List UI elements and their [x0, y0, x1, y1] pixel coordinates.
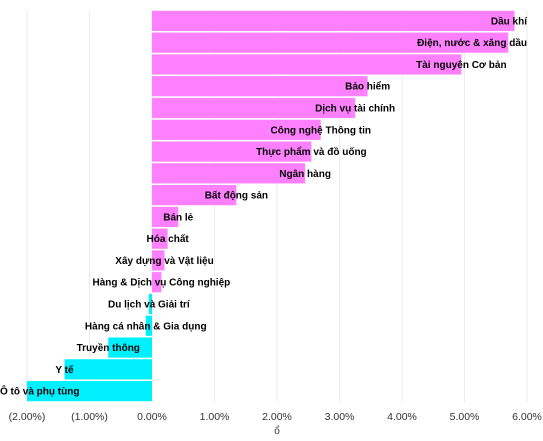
- bar-11: [152, 250, 165, 271]
- x-axis-ticks: (2.00%) (1.00%) 0.00% 1.00% 2.00% 3.00% 4.00% 5…: [9, 411, 542, 423]
- bar-label-1: Điện, nước & xăng dầu: [417, 37, 527, 49]
- bar-2: [152, 54, 462, 75]
- bar-9: [152, 206, 179, 227]
- bar-10: [152, 228, 168, 249]
- bar-label-15: Truyền thông: [77, 342, 140, 354]
- bar-label-3: Bảo hiểm: [345, 81, 390, 93]
- x-tick-label-6: 4.00%: [387, 411, 417, 423]
- bar-labels: Dầu khí Điện, nước & xăng dầu Tài nguyên C…: [0, 15, 528, 397]
- bar-3: [152, 76, 368, 97]
- x-tick-label-8: 6.00%: [512, 411, 542, 423]
- x-tick-label-5: 3.00%: [325, 411, 355, 423]
- bar-label-13: Du lịch và Giải trí: [108, 300, 191, 311]
- bar-1: [152, 32, 509, 53]
- x-tick-label-7: 5.00%: [450, 411, 480, 423]
- bar-label-12: Hàng & Dịch vụ Công nghiệp: [92, 278, 230, 289]
- bar-label-0: Dầu khí: [491, 15, 528, 27]
- x-tick-label-2: 0.00%: [137, 411, 167, 423]
- bar-label-5: Công nghệ Thông tin: [270, 125, 371, 136]
- bar-label-17: Ô tô và phụ tùng: [0, 385, 79, 398]
- bar-8: [152, 185, 237, 206]
- bar-6: [152, 141, 312, 162]
- bar-14: [145, 315, 152, 336]
- bar-17: [27, 381, 152, 402]
- bar-5: [152, 119, 321, 140]
- bar-label-6: Thực phẩm và đồ uống: [256, 146, 367, 158]
- bar-label-2: Tài nguyên Cơ bản: [416, 60, 506, 71]
- bars: [27, 10, 515, 402]
- bar-label-9: Bán lẻ: [163, 212, 193, 223]
- bar-label-11: Xây dựng và Vật liệu: [115, 256, 213, 267]
- x-tick-label-0: (2.00%): [9, 411, 46, 423]
- x-tick-label-1: (1.00%): [71, 411, 108, 423]
- bar-label-4: Dịch vụ tài chính: [315, 104, 395, 115]
- bar-label-7: Ngân hàng: [279, 169, 331, 180]
- bar-label-14: Hàng cá nhân & Gia dụng: [85, 321, 207, 332]
- grid-lines: [26, 10, 528, 402]
- bar-0: [152, 10, 515, 31]
- bar-16: [64, 359, 152, 380]
- bar-13: [148, 293, 152, 315]
- bar-7: [152, 163, 306, 184]
- x-axis-title: ổ: [274, 425, 280, 436]
- bar-12: [152, 272, 162, 293]
- bar-label-8: Bất động sản: [205, 190, 268, 202]
- bar-15: [108, 337, 152, 358]
- x-tick-label-4: 2.00%: [262, 411, 292, 423]
- bar-4: [152, 97, 356, 119]
- bar-label-16: Y tế: [55, 364, 74, 376]
- x-tick-label-3: 1.00%: [200, 411, 230, 423]
- bar-label-10: Hóa chất: [147, 233, 190, 245]
